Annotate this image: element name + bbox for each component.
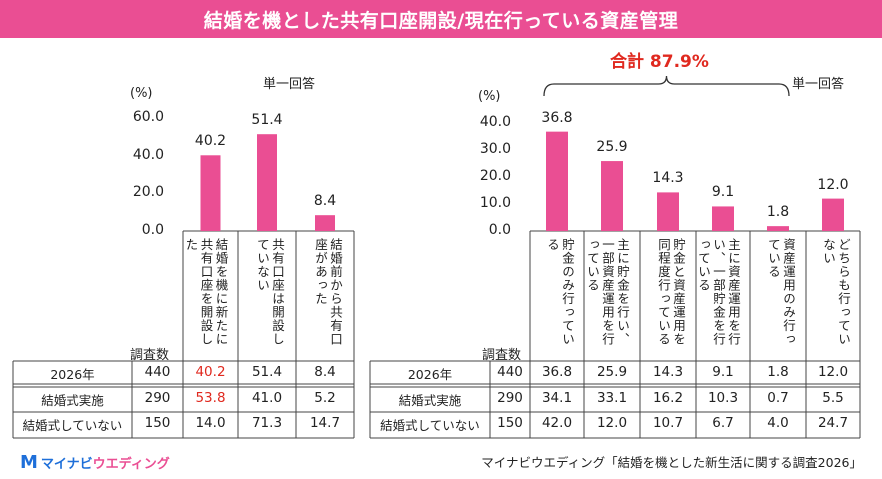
right-table-cell: 12.0 bbox=[817, 364, 849, 380]
right-value-label: 36.8 bbox=[541, 109, 573, 126]
right-row-count: 440 bbox=[497, 364, 523, 380]
left-table-cell: 71.3 bbox=[251, 415, 283, 431]
logo-text-b: ウエディング bbox=[92, 457, 170, 472]
page-title: 結婚を機とした共有口座開設/現在行っている資産管理 bbox=[0, 0, 882, 38]
right-category-label: 貯金のみ行っている bbox=[545, 238, 575, 346]
left-row-count: 290 bbox=[144, 390, 171, 406]
right-value-label: 14.3 bbox=[652, 170, 684, 187]
right-value-label: 9.1 bbox=[711, 184, 735, 201]
left-bar bbox=[257, 134, 277, 231]
right-y-tick: 30.0 bbox=[479, 141, 511, 157]
right-bar bbox=[601, 161, 623, 231]
source-note: マイナビウエディング「結婚を機とした新生活に関する調査2026」 bbox=[481, 455, 862, 470]
left-table-cell: 53.8 bbox=[195, 390, 226, 406]
right-bar bbox=[822, 198, 844, 231]
logo-mark-icon: M bbox=[20, 452, 38, 473]
total-brace bbox=[543, 75, 790, 97]
right-table-cell: 14.3 bbox=[652, 364, 684, 380]
left-category-label: 結婚を機に新たに共有口座を開設した bbox=[183, 238, 229, 346]
left-category-label: 結婚前から共有口座があった bbox=[313, 238, 343, 346]
left-y-tick: 40.0 bbox=[132, 146, 164, 163]
right-table-cell: 36.8 bbox=[541, 364, 573, 380]
right-table-cell: 25.9 bbox=[596, 364, 628, 380]
left-table-cell: 51.4 bbox=[251, 364, 283, 380]
left-table-cell: 8.4 bbox=[314, 364, 336, 380]
right-table-cell: 10.3 bbox=[707, 390, 739, 406]
right-table-cell: 33.1 bbox=[596, 390, 628, 406]
right-row-label: 結婚式していない bbox=[380, 418, 480, 433]
left-value-label: 40.2 bbox=[194, 133, 227, 150]
right-table-cell: 34.1 bbox=[541, 390, 573, 406]
right-row-count: 150 bbox=[497, 415, 523, 431]
left-count-header: 調査数 bbox=[130, 348, 170, 363]
right-bar bbox=[546, 131, 568, 231]
right-unit-label: (%) bbox=[478, 89, 501, 104]
left-y-tick: 0.0 bbox=[141, 222, 164, 238]
left-table-cell: 41.0 bbox=[251, 390, 283, 406]
right-answer-type: 単一回答 bbox=[792, 77, 845, 92]
right-y-tick: 10.0 bbox=[479, 195, 511, 211]
left-row-label: 2026年 bbox=[50, 367, 95, 382]
right-y-tick: 0.0 bbox=[488, 222, 511, 238]
right-table-cell: 9.1 bbox=[712, 364, 734, 380]
right-y-tick: 40.0 bbox=[479, 114, 511, 130]
left-row-label: 結婚式していない bbox=[22, 418, 123, 433]
left-y-tick: 20.0 bbox=[132, 184, 164, 201]
left-table-cell: 40.2 bbox=[195, 364, 226, 380]
right-row-label: 2026年 bbox=[407, 367, 453, 382]
left-table-cell: 5.2 bbox=[314, 390, 336, 406]
right-category-label: 主に資産運用を行い、一部貯金を行っている bbox=[696, 238, 741, 346]
right-table-cell: 1.8 bbox=[767, 364, 789, 380]
right-table-cell: 4.0 bbox=[767, 415, 789, 431]
left-table-cell: 14.7 bbox=[309, 415, 341, 431]
right-table-cell: 12.0 bbox=[596, 415, 628, 431]
brand-logo: M マイナビ ウエディング bbox=[20, 452, 170, 473]
right-category-label: 資産運用のみ行っている bbox=[766, 238, 796, 346]
right-bar bbox=[712, 206, 734, 231]
right-bar bbox=[657, 192, 679, 231]
left-bar bbox=[200, 155, 221, 231]
right-table-cell: 0.7 bbox=[767, 390, 789, 406]
right-bar bbox=[767, 226, 789, 231]
right-row-count: 290 bbox=[497, 390, 523, 406]
right-y-tick: 20.0 bbox=[479, 168, 511, 184]
left-value-label: 51.4 bbox=[251, 112, 283, 129]
left-row-count: 440 bbox=[144, 364, 171, 380]
right-table-cell: 24.7 bbox=[817, 415, 849, 431]
right-category-label: どちらも行っていない bbox=[821, 238, 851, 346]
left-answer-type: 単一回答 bbox=[263, 77, 316, 92]
right-table-cell: 10.7 bbox=[652, 415, 684, 431]
total-annotation: 合計 87.9% bbox=[610, 52, 709, 72]
left-bar bbox=[315, 215, 335, 231]
right-value-label: 25.9 bbox=[596, 139, 628, 156]
right-category-label: 主に貯金を行い、一部資産運用を行っている bbox=[585, 238, 630, 346]
logo-text-a: マイナビ bbox=[40, 457, 93, 472]
right-table-cell: 16.2 bbox=[652, 390, 684, 406]
left-unit-label: (%) bbox=[130, 86, 153, 101]
left-category-label: 共有口座は開設していない bbox=[255, 238, 285, 346]
left-row-count: 150 bbox=[144, 415, 171, 431]
right-value-label: 12.0 bbox=[817, 176, 849, 193]
right-row-label: 結婚式実施 bbox=[398, 393, 462, 408]
right-table-cell: 42.0 bbox=[541, 415, 573, 431]
right-table-cell: 5.5 bbox=[822, 390, 844, 406]
left-value-label: 8.4 bbox=[313, 193, 337, 210]
right-table-cell: 6.7 bbox=[712, 415, 734, 431]
right-value-label: 1.8 bbox=[766, 204, 790, 221]
right-category-label: 貯金と資産運用を同程度行っている bbox=[656, 238, 686, 346]
right-count-header: 調査数 bbox=[482, 348, 522, 363]
left-row-label: 結婚式実施 bbox=[41, 393, 104, 408]
left-table-cell: 14.0 bbox=[195, 415, 226, 431]
left-y-tick: 60.0 bbox=[132, 109, 164, 125]
